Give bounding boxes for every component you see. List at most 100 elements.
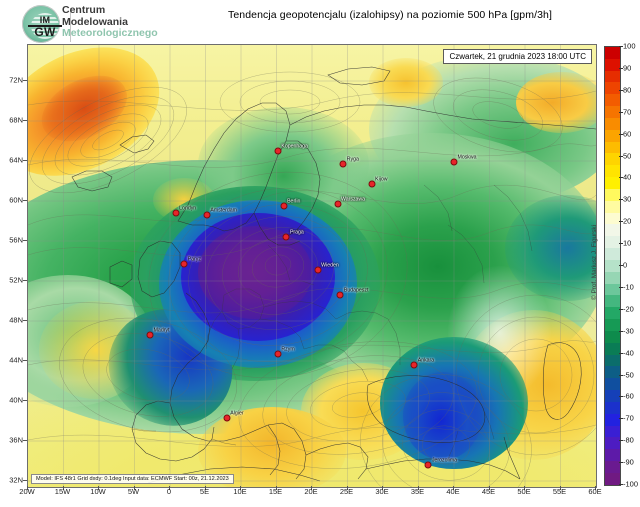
colorbar-segment <box>605 212 620 225</box>
x-axis-tick-label: 25E <box>339 487 354 496</box>
y-axis-tick-mark <box>23 440 27 441</box>
city-marker: Rzym <box>274 347 295 358</box>
x-axis-tick-label: 55E <box>552 487 567 496</box>
city-label: Algier <box>230 410 244 417</box>
colorbar-tick-label: 40 <box>623 172 632 182</box>
colorbar-tick-mark <box>619 177 623 179</box>
x-axis-tick-label: 15W <box>54 487 71 496</box>
city-marker: Kijow <box>368 177 388 188</box>
x-axis-tick-mark <box>98 486 99 490</box>
x-axis-tick-mark <box>27 486 28 490</box>
city-dot-icon <box>172 209 180 217</box>
colorbar-tick-label: 80 <box>623 85 632 95</box>
x-axis-tick-mark <box>204 486 206 490</box>
city-dot-icon <box>203 211 211 219</box>
x-axis-tick-mark <box>133 486 135 490</box>
brand-line-2: Modelowania <box>62 15 128 28</box>
brand-line-1: Centrum <box>62 4 106 16</box>
colorbar-segment <box>605 460 620 473</box>
city-label: Amsterdam <box>210 207 237 214</box>
colorbar-tick-mark <box>619 462 623 464</box>
graticule <box>28 45 596 487</box>
city-dot-icon <box>180 260 188 268</box>
x-axis-tick-label: 5W <box>127 487 140 496</box>
city-marker: Budapeszt <box>336 287 368 299</box>
city-label: Praga <box>289 229 304 236</box>
colorbar-tick-label: -50 <box>623 370 634 379</box>
colorbar-tick-label: 70 <box>623 107 632 117</box>
page-title: Tendencja geopotencjalu (izalohipsy) na … <box>227 9 553 21</box>
colorbar-segment <box>605 307 620 320</box>
colorbar-tick-label: -100 <box>623 479 639 489</box>
colorbar-tick-label: -60 <box>623 391 634 401</box>
x-axis-tick-mark <box>169 486 170 490</box>
colorbar-tick-mark <box>619 111 623 113</box>
date-label: Czwartek, 21 grudnia 2023 18:00 UTC <box>443 49 592 64</box>
x-axis-tick-label: 30E <box>375 487 389 496</box>
x-axis-tick-label: 15E <box>268 487 283 496</box>
city-marker: Amsterdam <box>203 208 237 219</box>
colorbar-tick-mark <box>619 67 623 69</box>
city-label: Kijow <box>375 176 388 183</box>
city-label: Paryz <box>187 256 201 263</box>
city-label: Wieden <box>321 262 339 269</box>
city-marker: Algier <box>223 411 244 422</box>
y-axis-tick-mark <box>23 320 27 321</box>
city-dot-icon <box>410 361 418 369</box>
colorbar-tick-label: 20 <box>623 216 632 226</box>
city-dot-icon <box>274 350 282 358</box>
logo-text-gw: GW <box>34 25 56 39</box>
x-axis-tick-mark <box>488 486 490 490</box>
colorbar-segment <box>605 165 620 178</box>
x-axis-tick-label: 20E <box>304 487 318 496</box>
colorbar-segment <box>605 472 620 485</box>
city-dot-icon <box>282 233 290 241</box>
colorbar-tick-label: -10 <box>623 282 634 292</box>
city-label: Jerozolima <box>431 457 458 464</box>
logo-vertical-divider <box>70 8 71 42</box>
y-axis-tick-mark <box>23 200 27 201</box>
colorbar-tick-mark <box>619 396 623 398</box>
coastline-borders <box>71 66 596 484</box>
colorbar-segment <box>605 401 620 414</box>
y-axis-tick-mark <box>23 80 27 81</box>
y-axis-tick-mark <box>23 160 27 161</box>
y-axis-tick-label: 72N <box>9 75 23 85</box>
colorbar-tick-mark <box>619 243 623 245</box>
map-canvas: Kopenhaga Berlin Warszawa Praga Wieden Budape… <box>27 44 597 488</box>
colorbar-tick-label: -20 <box>623 304 634 314</box>
x-axis-tick-label: 35E <box>410 487 425 496</box>
colorbar-tick-label: -90 <box>623 457 634 467</box>
y-axis-tick-label: 52N <box>9 275 23 285</box>
y-axis-tick-mark <box>23 400 27 401</box>
city-marker: Berlin <box>280 199 300 210</box>
colorbar-tick-mark <box>619 286 623 288</box>
city-label: Warszawa <box>341 196 366 203</box>
y-axis-tick-label: 40N <box>9 395 23 405</box>
colorbar-segment <box>605 295 620 308</box>
y-axis-tick-mark <box>23 280 27 281</box>
logo-text-im: IM <box>39 15 51 25</box>
logo-circle-icon: IM GW <box>22 5 62 43</box>
city-dot-icon <box>146 331 154 338</box>
x-axis-tick-label: 10W <box>90 487 106 496</box>
y-axis-tick-label: 32N <box>9 475 23 485</box>
x-axis-tick-label: 5E <box>199 487 210 496</box>
city-label: Ryga <box>346 156 359 163</box>
x-axis-tick-label: 45E <box>481 487 496 496</box>
colorbar-segment <box>605 413 620 426</box>
logo-divider-bar <box>28 25 62 27</box>
city-label: Londyn <box>179 205 197 212</box>
x-axis-tick-mark <box>453 486 454 490</box>
city-label: Ankara <box>417 357 435 364</box>
colorbar-segment <box>605 437 620 450</box>
x-axis-tick-label: 10E <box>233 487 247 496</box>
x-axis-tick-label: 50E <box>517 487 531 496</box>
city-dot-icon <box>424 461 432 469</box>
city-marker: Jerozolima <box>424 457 457 469</box>
colorbar-segment <box>605 153 620 166</box>
y-axis-tick-mark <box>23 240 27 241</box>
city-dot-icon <box>314 266 322 274</box>
x-axis-tick-mark <box>595 486 596 490</box>
colorbar-tick-mark <box>619 221 623 223</box>
